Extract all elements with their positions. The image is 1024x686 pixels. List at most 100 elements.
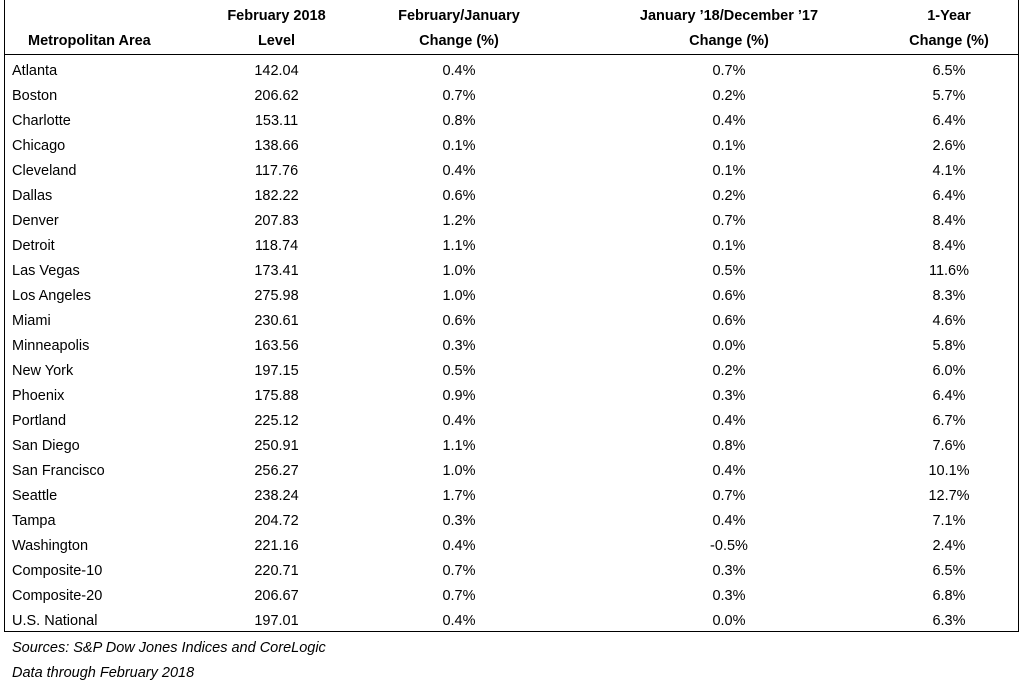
table-row: Atlanta 142.04 0.4% 0.7% 6.5% bbox=[4, 55, 1019, 85]
level-value: 153.11 bbox=[254, 113, 299, 129]
table-frame bbox=[4, 0, 1019, 632]
level-value: 221.16 bbox=[254, 538, 299, 554]
table-row: Detroit 118.74 1.1% 0.1% 8.4% bbox=[4, 234, 1019, 259]
monthly-change: 1.0% bbox=[442, 263, 476, 279]
yearly-change: 8.4% bbox=[932, 238, 966, 254]
prior-change: 0.0% bbox=[712, 613, 746, 629]
prior-change: 0.3% bbox=[712, 563, 746, 579]
yearly-change: 4.6% bbox=[932, 313, 966, 329]
header-area-label: Metropolitan Area bbox=[28, 33, 151, 49]
metro-name: Las Vegas bbox=[12, 263, 80, 279]
table-row: San Francisco 256.27 1.0% 0.4% 10.1% bbox=[4, 459, 1019, 484]
table-row: Chicago 138.66 0.1% 0.1% 2.6% bbox=[4, 134, 1019, 159]
monthly-change: 0.9% bbox=[442, 388, 476, 404]
metro-name: Minneapolis bbox=[12, 338, 90, 354]
table-row: U.S. National 197.01 0.4% 0.0% 6.3% bbox=[4, 609, 1019, 634]
prior-change: 0.4% bbox=[712, 113, 746, 129]
prior-change: 0.4% bbox=[712, 413, 746, 429]
prior-change: 0.1% bbox=[712, 238, 746, 254]
table-header: Metropolitan Area February 2018 Level Fe… bbox=[4, 0, 1019, 55]
metro-name: Composite-20 bbox=[12, 588, 103, 604]
monthly-change: 0.3% bbox=[442, 338, 476, 354]
data-through-note: Data through February 2018 bbox=[12, 665, 195, 681]
yearly-change: 2.6% bbox=[932, 138, 966, 154]
monthly-change: 1.1% bbox=[442, 438, 476, 454]
metro-name: San Diego bbox=[12, 438, 80, 454]
monthly-change: 0.1% bbox=[442, 138, 476, 154]
metro-name: Miami bbox=[12, 313, 51, 329]
yearly-change: 12.7% bbox=[928, 488, 970, 504]
table-row: Minneapolis 163.56 0.3% 0.0% 5.8% bbox=[4, 334, 1019, 359]
metro-name: Seattle bbox=[12, 488, 58, 504]
header-metropolitan-area: Metropolitan Area bbox=[4, 0, 214, 55]
table-row: Tampa 204.72 0.3% 0.4% 7.1% bbox=[4, 509, 1019, 534]
yearly-change: 2.4% bbox=[932, 538, 966, 554]
metro-name: Charlotte bbox=[12, 113, 71, 129]
home-price-table: Metropolitan Area February 2018 Level Fe… bbox=[4, 0, 1019, 634]
yearly-change: 6.0% bbox=[932, 363, 966, 379]
metro-name: New York bbox=[12, 363, 74, 379]
prior-change: 0.7% bbox=[712, 213, 746, 229]
level-value: 256.27 bbox=[254, 463, 299, 479]
prior-change: 0.4% bbox=[712, 513, 746, 529]
prior-change: 0.0% bbox=[712, 338, 746, 354]
prior-change: 0.1% bbox=[712, 163, 746, 179]
header-level-line2: Level bbox=[257, 33, 296, 49]
metro-name: Denver bbox=[12, 213, 59, 229]
metro-name: U.S. National bbox=[12, 613, 98, 629]
header-yearly-change: 1-Year Change (%) bbox=[879, 0, 1019, 55]
monthly-change: 0.4% bbox=[442, 413, 476, 429]
yearly-change: 7.6% bbox=[932, 438, 966, 454]
monthly-change: 0.3% bbox=[442, 513, 476, 529]
table-row: Phoenix 175.88 0.9% 0.3% 6.4% bbox=[4, 384, 1019, 409]
table-notes: Sources: S&P Dow Jones Indices and CoreL… bbox=[12, 636, 326, 686]
metro-name: Phoenix bbox=[12, 388, 65, 404]
yearly-change: 4.1% bbox=[932, 163, 966, 179]
level-value: 117.76 bbox=[254, 163, 299, 179]
header-monthly-line2: Change (%) bbox=[419, 33, 499, 49]
table-body: Atlanta 142.04 0.4% 0.7% 6.5% Boston 206.62 0.7… bbox=[4, 55, 1019, 635]
yearly-change: 6.5% bbox=[932, 63, 966, 79]
metro-name: San Francisco bbox=[12, 463, 105, 479]
level-value: 138.66 bbox=[254, 138, 299, 154]
level-value: 206.67 bbox=[254, 588, 299, 604]
table-row: Las Vegas 173.41 1.0% 0.5% 11.6% bbox=[4, 259, 1019, 284]
metro-name: Chicago bbox=[12, 138, 66, 154]
prior-change: 0.6% bbox=[712, 288, 746, 304]
prior-change: 0.2% bbox=[712, 88, 746, 104]
table-row: Composite-10 220.71 0.7% 0.3% 6.5% bbox=[4, 559, 1019, 584]
level-value: 220.71 bbox=[254, 563, 299, 579]
prior-change: 0.3% bbox=[712, 588, 746, 604]
metro-name: Detroit bbox=[12, 238, 55, 254]
yearly-change: 6.4% bbox=[932, 388, 966, 404]
yearly-change: 6.4% bbox=[932, 188, 966, 204]
monthly-change: 1.0% bbox=[442, 463, 476, 479]
header-prior-line2: Change (%) bbox=[689, 33, 769, 49]
table-row: Cleveland 117.76 0.4% 0.1% 4.1% bbox=[4, 159, 1019, 184]
metro-name: Atlanta bbox=[12, 63, 58, 79]
yearly-change: 8.4% bbox=[932, 213, 966, 229]
sources-note: Sources: S&P Dow Jones Indices and CoreL… bbox=[12, 640, 326, 656]
monthly-change: 0.7% bbox=[442, 588, 476, 604]
table-row: Washington 221.16 0.4% -0.5% 2.4% bbox=[4, 534, 1019, 559]
level-value: 238.24 bbox=[254, 488, 299, 504]
metro-name: Composite-10 bbox=[12, 563, 103, 579]
monthly-change: 0.6% bbox=[442, 188, 476, 204]
header-yearly-line2: Change (%) bbox=[909, 33, 989, 49]
level-value: 118.74 bbox=[254, 238, 299, 254]
table-row: Composite-20 206.67 0.7% 0.3% 6.8% bbox=[4, 584, 1019, 609]
metro-name: Portland bbox=[12, 413, 67, 429]
yearly-change: 5.7% bbox=[932, 88, 966, 104]
table-row: San Diego 250.91 1.1% 0.8% 7.6% bbox=[4, 434, 1019, 459]
table-row: New York 197.15 0.5% 0.2% 6.0% bbox=[4, 359, 1019, 384]
level-value: 175.88 bbox=[254, 388, 299, 404]
level-value: 197.01 bbox=[254, 613, 299, 629]
yearly-change: 6.8% bbox=[932, 588, 966, 604]
metro-name: Tampa bbox=[12, 513, 56, 529]
monthly-change: 1.0% bbox=[442, 288, 476, 304]
prior-change: 0.6% bbox=[712, 313, 746, 329]
level-value: 173.41 bbox=[254, 263, 299, 279]
monthly-change: 1.7% bbox=[442, 488, 476, 504]
table-row: Charlotte 153.11 0.8% 0.4% 6.4% bbox=[4, 109, 1019, 134]
monthly-change: 0.4% bbox=[442, 163, 476, 179]
